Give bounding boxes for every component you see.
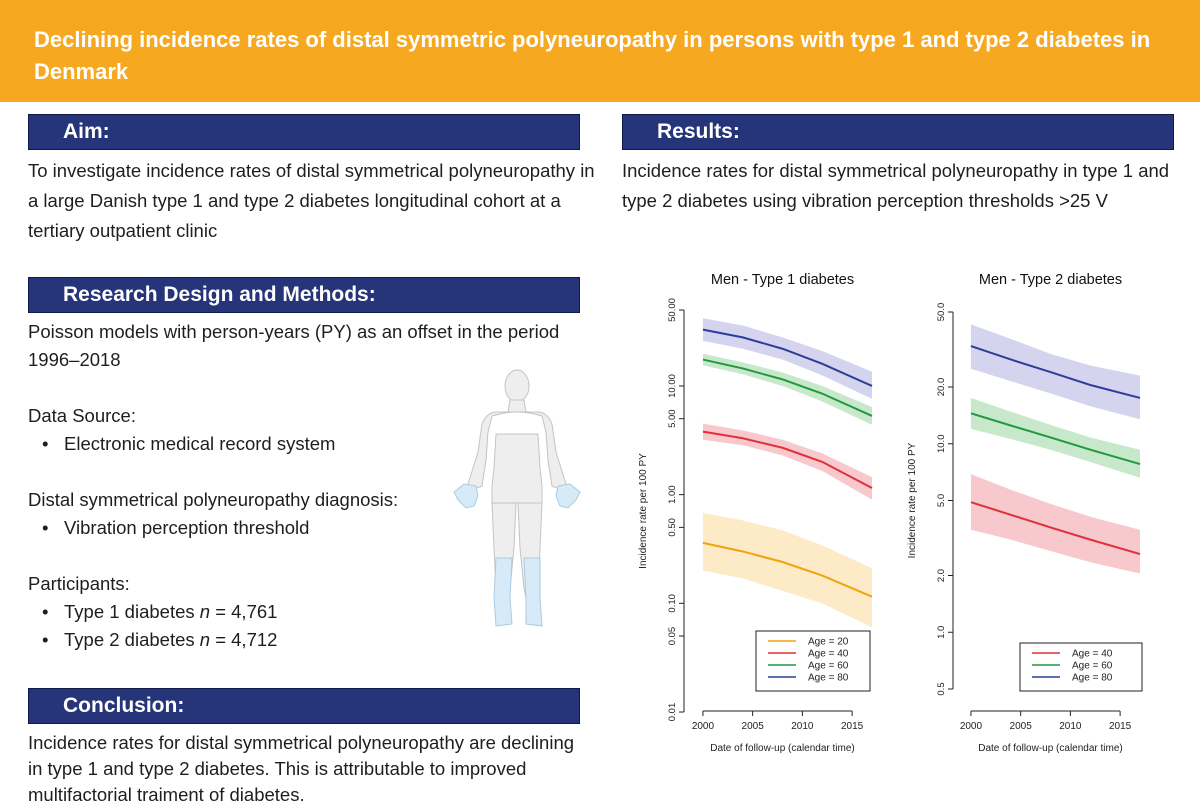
y-tick-label: 10.00 — [667, 374, 678, 398]
n-symbol: n — [199, 601, 211, 622]
chart-men-type1: Men - Type 1 diabetes 0.01 0.05 0.10 0.50 1.0… — [638, 272, 873, 754]
legend-box — [1019, 642, 1143, 692]
x-axis-label: Date of follow-up (calendar time) — [978, 743, 1123, 754]
y-tick-label: 0.50 — [667, 518, 678, 537]
x-tick-label: 2005 — [1010, 721, 1033, 732]
legend-label: Age = 60 — [808, 661, 849, 672]
x-tick-label: 2015 — [841, 721, 864, 732]
conclusion-text: Incidence rates for distal symmetrical p… — [28, 732, 575, 805]
chart-men-type2: Men - Type 2 diabetes 0.5 1.0 2.0 5.0 10.0 20.… — [907, 272, 1143, 754]
x-axis-label: Date of follow-up (calendar time) — [710, 743, 855, 754]
y-tick-label: 0.01 — [667, 703, 678, 722]
y-tick-label: 1.0 — [936, 626, 947, 639]
legend-label: Age = 80 — [808, 673, 849, 684]
x-tick-label: 2000 — [960, 721, 983, 732]
series-line — [970, 412, 1141, 466]
legend-label: Age = 80 — [1072, 673, 1113, 684]
participants-item-type1: Type 1 diabetes n = 4,761 — [42, 600, 278, 624]
series-line — [970, 345, 1141, 399]
x-tick-label: 2015 — [1109, 721, 1132, 732]
title-banner: Declining incidence rates of distal symm… — [0, 0, 1200, 102]
diagnosis-item: Vibration perception threshold — [42, 516, 310, 540]
y-axis: 0.01 0.05 0.10 0.50 1.00 5.00 10.00 50.00 — [667, 298, 685, 722]
y-axis-label: Incidence rate per 100 PY — [907, 442, 918, 558]
x-tick-label: 2005 — [742, 721, 765, 732]
results-threshold: >25 V — [1059, 190, 1108, 211]
legend-label: Age = 40 — [1072, 649, 1113, 660]
n-symbol: n — [199, 629, 211, 650]
legend-label: Age = 60 — [1072, 661, 1113, 672]
aim-header: Aim: — [28, 114, 580, 150]
y-tick-label: 20.0 — [936, 378, 947, 397]
y-tick-label: 1.00 — [667, 485, 678, 504]
aim-text: To investigate incidence rates of distal… — [28, 160, 595, 241]
series-line — [970, 501, 1141, 555]
x-tick-label: 2010 — [1059, 721, 1082, 732]
confidence-band — [702, 353, 872, 425]
x-tick-label: 2010 — [791, 721, 814, 732]
y-tick-label: 0.10 — [667, 594, 678, 613]
y-tick-label: 50.0 — [936, 303, 947, 322]
participants-item-prefix: Type 1 diabetes — [64, 601, 200, 622]
confidence-band — [702, 423, 872, 500]
y-tick-label: 0.05 — [667, 627, 678, 646]
y-tick-label: 5.0 — [936, 494, 947, 507]
results-header: Results: — [622, 114, 1174, 150]
y-tick-label: 10.0 — [936, 435, 947, 454]
x-axis: 2000 2005 2010 2015 — [960, 710, 1132, 732]
participants-item-suffix: = 4,712 — [210, 629, 278, 650]
series-line — [702, 358, 873, 417]
x-tick-label: 2000 — [692, 721, 715, 732]
confidence-band — [970, 474, 1140, 574]
confidence-band — [702, 512, 872, 628]
x-axis: 2000 2005 2010 2015 — [692, 710, 864, 732]
methods-header: Research Design and Methods: — [28, 277, 580, 313]
legend-label: Age = 40 — [808, 649, 849, 660]
chart-title: Men - Type 2 diabetes — [979, 272, 1122, 288]
conclusion-header: Conclusion: — [28, 688, 580, 724]
y-tick-label: 5.00 — [667, 409, 678, 428]
poster-title: Declining incidence rates of distal symm… — [34, 27, 1151, 84]
series-line — [702, 430, 873, 489]
confidence-band — [970, 397, 1140, 478]
series-line — [702, 541, 873, 598]
methods-intro-line1: Poisson models with person-years (PY) as… — [28, 321, 560, 342]
participants-label: Participants: — [28, 573, 130, 594]
methods-intro-line2: 1996–2018 — [28, 349, 121, 370]
human-body-illustration — [440, 368, 600, 643]
y-tick-label: 2.0 — [936, 569, 947, 582]
results-text-main: Incidence rates for distal symmetrical p… — [622, 160, 1170, 211]
y-axis: 0.5 1.0 2.0 5.0 10.0 20.0 50.0 — [936, 303, 954, 696]
legend-label: Age = 20 — [808, 637, 849, 648]
participants-item-type2: Type 2 diabetes n = 4,712 — [42, 628, 278, 652]
data-source-label: Data Source: — [28, 405, 136, 426]
results-text: Incidence rates for distal symmetrical p… — [622, 156, 1182, 216]
confidence-band — [970, 324, 1140, 420]
participants-item-suffix: = 4,761 — [210, 601, 278, 622]
y-tick-label: 0.5 — [936, 682, 947, 695]
diagnosis-label: Distal symmetrical polyneuropathy diagno… — [28, 489, 399, 510]
y-axis-label: Incidence rate per 100 PY — [638, 453, 649, 569]
participants-item-prefix: Type 2 diabetes — [64, 629, 200, 650]
y-tick-label: 50.00 — [667, 298, 678, 322]
series-line — [702, 328, 873, 387]
data-source-item: Electronic medical record system — [42, 432, 335, 456]
chart-title: Men - Type 1 diabetes — [711, 272, 854, 288]
